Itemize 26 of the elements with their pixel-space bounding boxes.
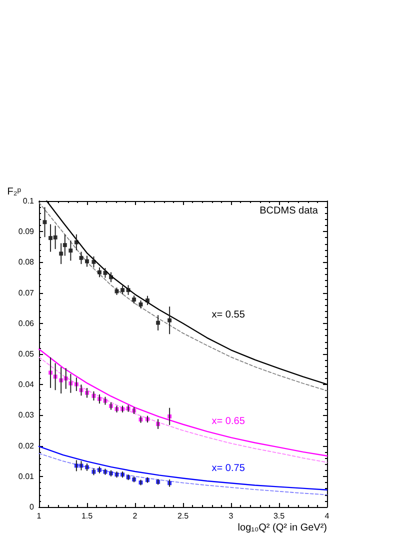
x-tick-label: 2.5 — [177, 512, 190, 520]
line-series — [38, 453, 328, 496]
series-label: x= 0.55 — [212, 310, 246, 321]
y-tick-label: 0.05 — [18, 350, 35, 358]
y-tick-label: 0.08 — [18, 258, 35, 267]
y-tick-label: 0 — [30, 502, 35, 512]
line-series — [38, 446, 328, 490]
x-axis-title: log₁₀Q² (Q² in GeV²) — [238, 522, 327, 534]
y-tick-label: 0.01 — [18, 472, 35, 481]
y-tick-label: 0.03 — [18, 410, 35, 420]
series-label: x= 0.75 — [212, 462, 246, 474]
y-axis-title: F₂ᵖ — [7, 186, 22, 198]
y-tick-label: 0.09 — [18, 227, 35, 236]
x-tick-label: 2 — [132, 512, 138, 520]
y-tick-label: 0.07 — [18, 288, 35, 298]
x-tick-label: 1.5 — [81, 512, 94, 520]
x-tick-label: 1 — [36, 512, 42, 520]
x-tick-label: 4 — [324, 512, 330, 520]
y-tick-label: 0.02 — [18, 441, 35, 450]
x-tick-label: 3.5 — [273, 512, 286, 520]
y-tick-label: 0.06 — [18, 318, 35, 328]
y-tick-label: 0.1 — [22, 196, 35, 206]
x-tick-label: 3 — [228, 512, 234, 520]
series-label: x= 0.65 — [212, 416, 246, 428]
y-tick-label: 0.04 — [18, 380, 35, 390]
annotation: BCDMS data — [260, 206, 318, 216]
